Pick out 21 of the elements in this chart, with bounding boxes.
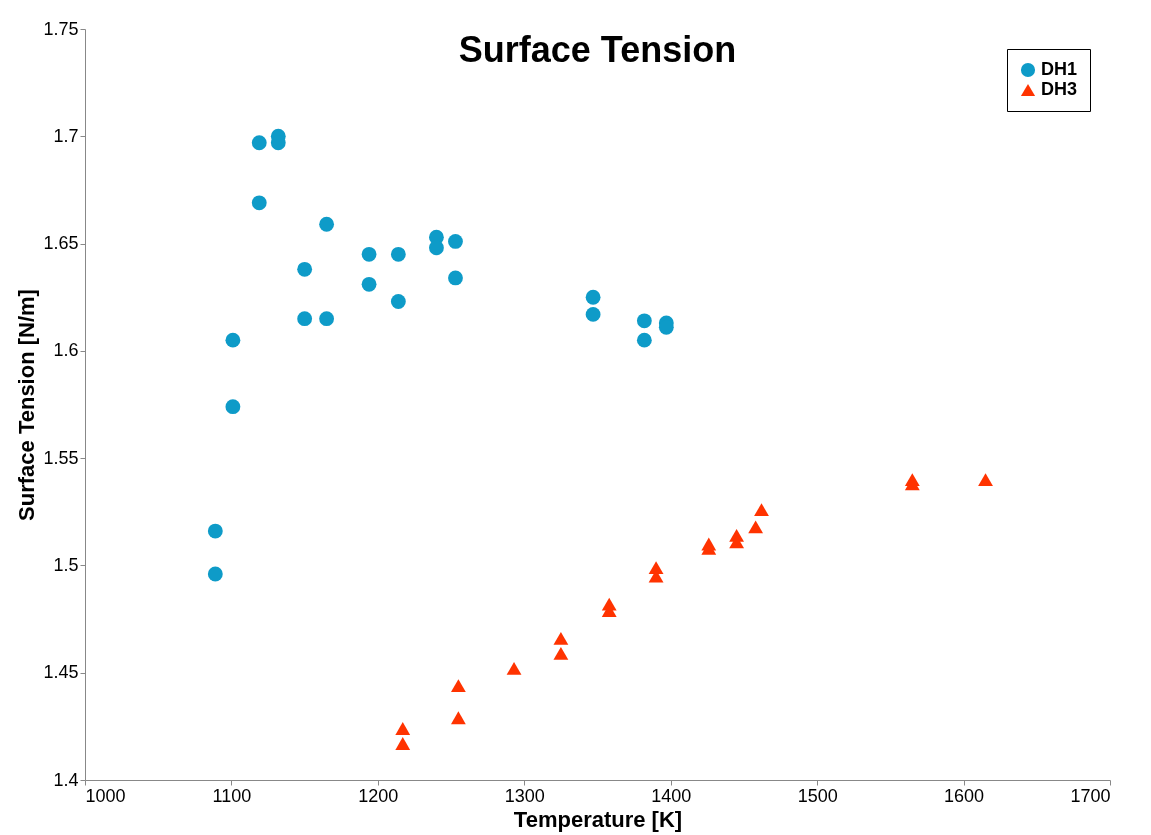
y-tick-label: 1.55 xyxy=(43,447,79,468)
x-tick-label: 1100 xyxy=(212,785,252,806)
y-axis-title: Surface Tension [N/m] xyxy=(14,289,40,521)
x-tick-label: 1300 xyxy=(504,785,545,806)
legend-label: DH3 xyxy=(1041,79,1078,99)
x-tick-label: 1600 xyxy=(944,785,985,806)
chart-title: Surface Tension xyxy=(458,29,737,70)
y-tick-label: 1.65 xyxy=(43,233,79,254)
x-tick-label: 1000 xyxy=(85,785,126,806)
x-tick-label: 1700 xyxy=(1070,785,1111,806)
y-tick-label: 1.7 xyxy=(53,125,79,146)
y-tick-label: 1.5 xyxy=(53,554,79,575)
y-tick-label: 1.6 xyxy=(53,340,79,361)
x-tick-label: 1500 xyxy=(797,785,838,806)
x-axis-title: Temperature [K] xyxy=(513,806,683,832)
legend-label: DH1 xyxy=(1041,59,1078,79)
y-tick-label: 1.45 xyxy=(43,662,79,683)
x-tick-label: 1400 xyxy=(651,785,692,806)
y-tick-label: 1.4 xyxy=(53,769,79,790)
y-tick-label: 1.75 xyxy=(43,18,79,39)
x-tick-label: 1200 xyxy=(358,785,399,806)
